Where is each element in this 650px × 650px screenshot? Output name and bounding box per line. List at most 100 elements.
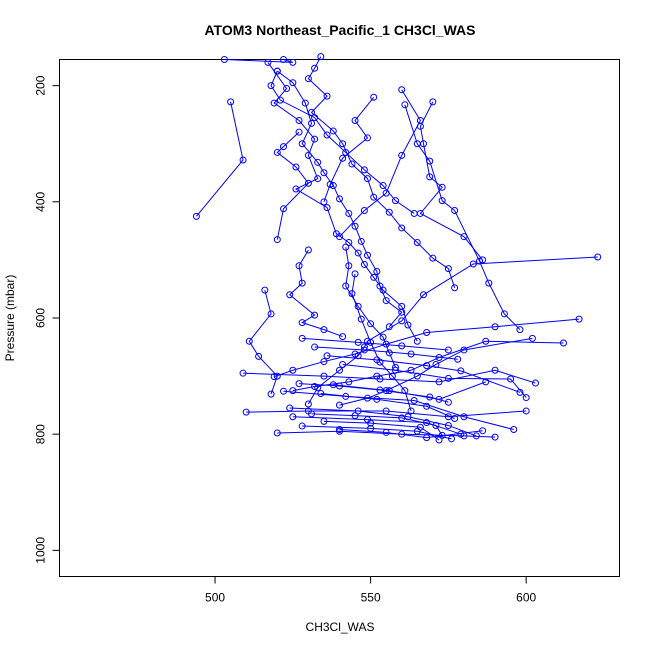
x-axis-label: CH3Cl_WAS — [306, 620, 375, 634]
profile-series — [304, 53, 459, 292]
data-point — [364, 175, 371, 183]
data-point — [292, 185, 300, 193]
data-point — [323, 131, 331, 139]
profile-series — [320, 417, 443, 444]
series-line — [276, 131, 310, 240]
x-axis: 500 550 600 — [205, 576, 536, 605]
series-line — [323, 96, 375, 202]
data-point — [354, 407, 362, 415]
data-point — [448, 435, 455, 443]
data-point — [273, 236, 281, 244]
data-point — [354, 302, 362, 310]
data-point — [429, 254, 437, 262]
data-point — [460, 233, 468, 241]
data-point — [357, 315, 365, 323]
data-point — [451, 284, 459, 292]
data-point — [423, 362, 431, 370]
data-point — [510, 426, 518, 434]
y-tick-label: 1000 — [34, 537, 48, 564]
data-point — [289, 79, 297, 87]
data-point — [575, 315, 583, 323]
data-point — [289, 366, 297, 374]
data-point — [472, 432, 480, 440]
data-point — [336, 366, 343, 374]
data-point — [339, 140, 347, 148]
data-point — [407, 350, 415, 358]
data-point — [444, 346, 452, 354]
data-point — [304, 246, 312, 254]
data-point — [295, 128, 303, 136]
data-point — [435, 436, 443, 444]
data-point — [351, 116, 359, 124]
profile-series — [329, 378, 490, 403]
y-tick-label: 600 — [34, 308, 48, 328]
data-point — [239, 369, 247, 377]
data-point — [360, 166, 368, 174]
data-point — [192, 212, 200, 220]
data-point — [351, 412, 359, 420]
data-point — [314, 175, 322, 183]
profile-series — [273, 427, 499, 441]
data-point — [382, 297, 390, 305]
data-point — [342, 148, 350, 156]
data-point — [336, 426, 343, 434]
series-line — [248, 289, 278, 395]
series-line — [302, 425, 452, 440]
profile-series — [192, 98, 247, 220]
y-axis-label: Pressure (mbar) — [3, 275, 17, 362]
data-point — [280, 143, 287, 151]
data-point — [261, 286, 269, 294]
data-point — [314, 158, 322, 166]
data-point — [370, 273, 378, 281]
data-point — [364, 251, 371, 259]
plot-frame — [59, 59, 620, 577]
data-point — [342, 282, 350, 290]
data-point — [295, 380, 303, 388]
data-point — [404, 321, 412, 329]
data-point — [264, 58, 272, 66]
profile-series — [298, 334, 452, 354]
data-point — [398, 151, 406, 159]
data-point — [280, 56, 287, 63]
data-point — [594, 253, 602, 261]
data-point — [336, 401, 343, 409]
data-point — [491, 433, 499, 441]
data-point — [320, 358, 328, 366]
data-point — [239, 156, 247, 164]
data-point — [242, 408, 250, 416]
data-point — [220, 56, 228, 63]
data-point — [289, 387, 297, 395]
series-line — [323, 420, 440, 441]
data-point — [413, 238, 421, 246]
data-point — [270, 99, 278, 107]
data-point — [398, 308, 406, 316]
data-point — [323, 352, 331, 360]
series-line — [292, 416, 461, 435]
data-point — [451, 414, 459, 422]
data-point — [435, 378, 443, 386]
series-line — [283, 390, 514, 431]
data-point — [373, 268, 381, 276]
data-point — [500, 310, 508, 318]
data-point — [444, 421, 452, 429]
series-line — [404, 104, 521, 330]
data-point — [311, 311, 319, 319]
data-point — [457, 367, 465, 375]
series-line — [339, 429, 483, 439]
data-point — [522, 394, 530, 402]
data-point — [416, 423, 424, 431]
series-line — [311, 413, 443, 436]
y-tick-label: 800 — [34, 424, 48, 444]
profile-series — [267, 67, 418, 217]
data-point — [435, 395, 443, 403]
data-point — [354, 338, 362, 346]
data-point — [311, 383, 319, 391]
data-point — [392, 197, 399, 205]
data-point — [522, 407, 530, 415]
profile-series — [295, 380, 452, 406]
data-point — [345, 262, 353, 270]
data-point — [423, 329, 431, 337]
y-tick-label: 200 — [34, 75, 48, 95]
data-point — [491, 323, 499, 331]
data-point — [420, 140, 427, 148]
